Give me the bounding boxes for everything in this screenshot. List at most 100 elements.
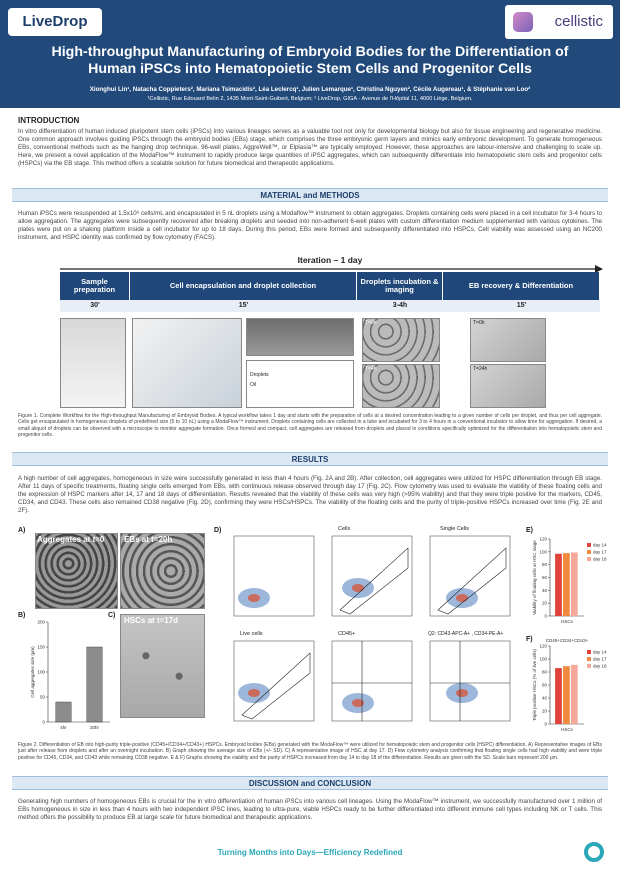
legend-swatch <box>587 557 591 561</box>
y-tick-label: 80 <box>542 670 548 675</box>
panel-letter: A) <box>18 527 26 534</box>
step-time: 3-4h <box>357 300 443 312</box>
authors: Xionghui Lin¹, Natacha Coppieters², Mari… <box>89 86 531 93</box>
step: EB recovery & Differentiation <box>443 272 600 300</box>
y-tick-label: 80 <box>542 562 548 567</box>
flow-plot <box>331 640 413 722</box>
image-label: Droplets <box>250 372 269 378</box>
y-tick-label: 200 <box>37 620 45 625</box>
x-tick-label: HSCs <box>561 727 574 732</box>
legend-label: day 14 <box>593 650 607 655</box>
image-title: EBs at t=20h <box>124 535 173 544</box>
step: Sample preparation <box>60 272 130 300</box>
step-time: 15' <box>443 300 600 312</box>
legend-swatch <box>587 543 591 547</box>
bar <box>570 664 578 724</box>
image-label: T=24h <box>473 366 488 372</box>
bar <box>570 552 578 616</box>
discussion-banner: DISCUSSION and CONCLUSION <box>12 776 608 790</box>
y-tick-label: 40 <box>542 588 548 593</box>
y-tick-label: 20 <box>542 601 548 606</box>
eb-image <box>120 533 205 609</box>
legend-label: day 18 <box>593 557 607 562</box>
panel-letter: C) <box>108 612 116 619</box>
tube-droplet-image <box>246 360 354 408</box>
flow-title: Cells <box>338 526 351 532</box>
legend-swatch <box>587 550 591 554</box>
bar <box>55 701 72 723</box>
y-tick-label: 0 <box>42 720 45 725</box>
x-tick-label: HSCs <box>561 619 574 624</box>
panel-letter: E) <box>526 527 533 534</box>
legend-label: day 17 <box>593 550 607 555</box>
figure1-caption: Figure 1. Complete Workflow for the High… <box>18 413 602 438</box>
step-time: 15' <box>130 300 357 312</box>
figure2-caption: Figure 2. Differentiation of EB into hig… <box>18 742 602 761</box>
gate <box>339 547 409 615</box>
flow-plots <box>233 535 511 722</box>
flow-plot <box>331 535 413 617</box>
image-title: Aggregates at t=0 <box>37 535 105 544</box>
iteration-label: Iteration – 1 day <box>297 255 363 265</box>
step: Droplets incubation & imaging <box>357 272 443 300</box>
droplet-image <box>362 318 440 362</box>
image-label: T=0h <box>473 320 485 326</box>
flow-plot <box>233 640 315 722</box>
chart-title: CD45+CD34+CD43+ <box>546 638 589 643</box>
chip-image <box>246 318 354 356</box>
flow-cloud-core <box>352 584 364 592</box>
image-label: Oil <box>250 382 257 388</box>
affiliations: ¹Cellistic, Rue Edouard Belin 2, 1435 Mo… <box>147 96 473 102</box>
y-tick-label: 100 <box>539 657 547 662</box>
iteration-arrow <box>60 265 603 273</box>
image-label: T=0h <box>365 320 377 326</box>
y-tick-label: 120 <box>539 537 547 542</box>
bar <box>555 668 562 724</box>
droplet-image <box>362 364 440 408</box>
y-tick-label: 0 <box>544 614 547 619</box>
y-tick-label: 120 <box>539 644 547 649</box>
eb-image <box>470 364 546 408</box>
y-tick-label: 50 <box>40 695 46 700</box>
legend-label: day 17 <box>593 657 607 662</box>
legend-swatch <box>587 657 591 661</box>
intro-text: In vitro differentiation of human induce… <box>18 128 602 167</box>
legend-swatch <box>587 650 591 654</box>
panel-letter: F) <box>526 636 533 643</box>
legend-label: day 14 <box>593 543 607 548</box>
footer-tagline: Turning Months into Days—Efficiency Rede… <box>217 848 403 857</box>
flow-plot <box>429 640 511 722</box>
flow-cloud-core <box>456 594 468 602</box>
results-text: A high number of cell aggregates, homoge… <box>18 475 602 514</box>
logo-left: LiveDrop <box>8 8 102 36</box>
flow-cloud-core <box>352 699 364 707</box>
aggregate-image <box>35 533 118 609</box>
step-time: 30' <box>60 300 130 312</box>
title: High-throughput Manufacturing of Embryoi… <box>51 44 569 78</box>
y-tick-label: 40 <box>542 696 548 701</box>
tube-image <box>60 318 126 408</box>
methods-text: Human iPSCs were resuspended at 1.5x10⁶ … <box>18 210 602 241</box>
gate <box>241 652 311 720</box>
flow-title: CD45+ <box>338 631 356 637</box>
chart-b: 0 50 100 150 200 Cell aggregates size (µm) 4hr… <box>30 620 110 730</box>
instrument-image <box>132 318 242 408</box>
flow-title: Q2: CD43-APC-A+ , CD34-PE-A+ <box>428 631 504 637</box>
flow-cloud-core <box>248 594 260 602</box>
methods-banner: MATERIAL and METHODS <box>12 188 608 202</box>
legend-label: day 18 <box>593 664 607 669</box>
flow-title: Single Cells <box>440 526 470 532</box>
y-tick-label: 100 <box>539 549 547 554</box>
y-axis-label: Cell aggregates size (µm) <box>30 646 35 698</box>
x-tick-label: 4hr <box>60 725 67 730</box>
y-tick-label: 150 <box>37 645 45 650</box>
panel-letter: B) <box>18 612 26 619</box>
y-axis-label: Triple positive HSCs (% of live cells) <box>532 648 537 721</box>
flow-cloud-core <box>456 689 468 697</box>
bar <box>563 666 570 724</box>
y-axis-label: Viability of floating cells at HSC stage <box>532 540 537 615</box>
results-banner: RESULTS <box>12 452 608 466</box>
